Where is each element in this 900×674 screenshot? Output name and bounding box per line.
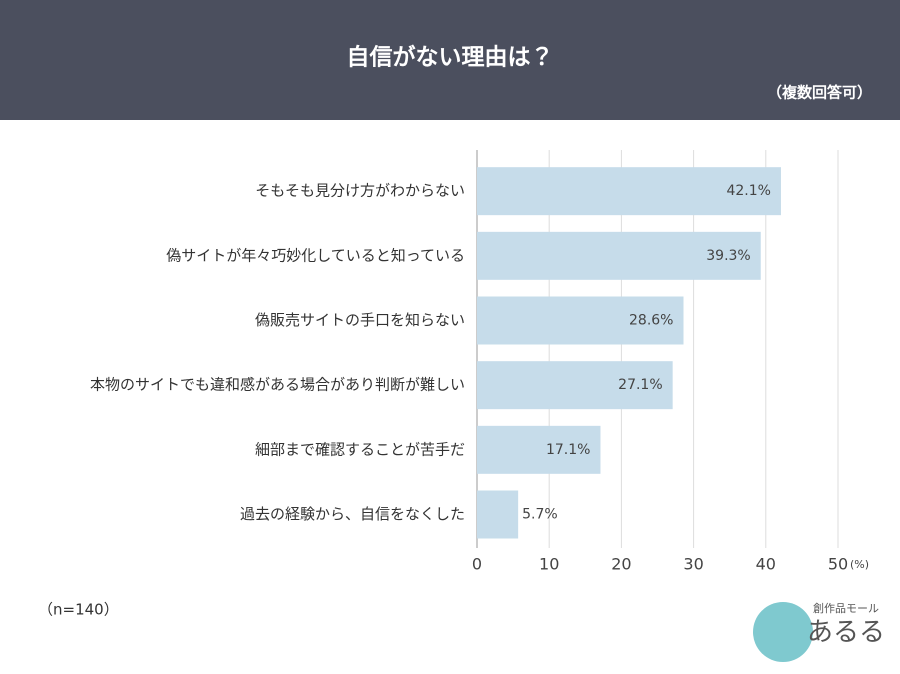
- x-tick-label: 30: [683, 555, 703, 574]
- x-tick-label: 40: [756, 555, 776, 574]
- logo-name: あるる: [807, 618, 885, 648]
- bar: [477, 296, 684, 345]
- value-label: 28.6%: [629, 313, 673, 329]
- value-label: 42.1%: [726, 183, 770, 199]
- category-label: 細部まで確認することが苦手だ: [255, 440, 465, 458]
- chart-subtitle: （複数回答可）: [767, 84, 872, 102]
- x-tick-label: 0: [472, 555, 482, 574]
- value-label: 27.1%: [618, 377, 662, 393]
- bar: [477, 490, 519, 539]
- header-band: [0, 0, 900, 120]
- x-tick-label: 50: [828, 555, 848, 574]
- value-label: 17.1%: [546, 442, 590, 458]
- value-label: 5.7%: [522, 507, 558, 523]
- bar: [477, 231, 761, 280]
- bar: [477, 361, 673, 410]
- value-label: 39.3%: [706, 248, 750, 264]
- category-label: 本物のサイトでも違和感がある場合があり判断が難しい: [90, 376, 465, 394]
- logo-circle: [753, 602, 813, 662]
- x-tick-label: 10: [539, 555, 559, 574]
- plot-area: 0 10 20 30 40 50 (%) そもそも見分け方がわからない 42.1% 偽サイトが年々…: [90, 150, 869, 574]
- bar: [477, 167, 781, 216]
- x-tick-label: 20: [611, 555, 631, 574]
- x-unit-label: (%): [850, 558, 869, 571]
- chart-title: 自信がない理由は？: [347, 44, 554, 71]
- category-label: そもそも見分け方がわからない: [255, 182, 465, 200]
- sample-note: （n=140）: [38, 601, 119, 619]
- category-label: 過去の経験から、自信をなくした: [240, 505, 465, 523]
- logo-tagline: 創作品モール: [813, 602, 879, 615]
- category-label: 偽サイトが年々巧妙化していると知っている: [166, 246, 465, 264]
- category-label: 偽販売サイトの手口を知らない: [255, 311, 465, 329]
- bar: [477, 425, 601, 474]
